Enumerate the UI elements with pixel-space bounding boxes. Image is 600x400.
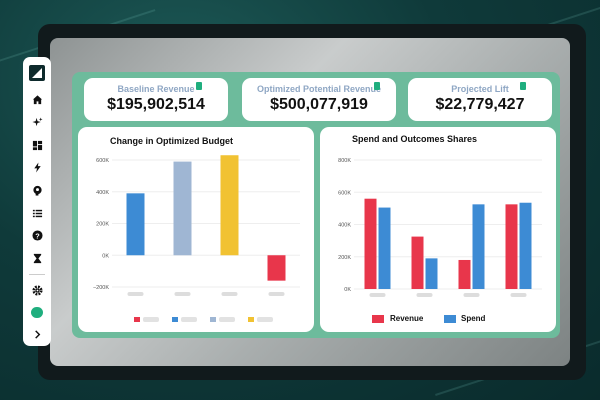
- legend-swatch: [248, 317, 254, 322]
- bar-revenue: [505, 204, 518, 289]
- legend-swatch: [210, 317, 216, 322]
- x-tick-placeholder: [416, 293, 433, 297]
- kpi-label: Optimized Potential Revenue: [256, 84, 382, 94]
- settings-icon[interactable]: [30, 283, 44, 297]
- bar-spend: [472, 204, 485, 289]
- chart-card-budget-change: Change in Optimized Budget 600K 400K 200K 0…: [78, 127, 314, 332]
- bar: [126, 193, 145, 256]
- y-tick-label: 800K: [338, 158, 351, 164]
- budget-change-chart: 600K 400K 200K 0K −200K: [93, 155, 300, 322]
- sidebar-divider: [29, 274, 45, 275]
- y-tick-label: 400K: [338, 223, 351, 229]
- y-tick-label: 200K: [338, 255, 351, 261]
- bar-spend: [425, 258, 438, 289]
- kpi-value: $22,779,427: [435, 96, 525, 113]
- x-tick-placeholder: [127, 292, 144, 296]
- x-tick-placeholder: [268, 292, 285, 296]
- copy-icon[interactable]: [374, 82, 380, 90]
- sparkle-icon[interactable]: [30, 116, 44, 130]
- kpi-card-projected-lift: Projected Lift $22,779,427: [408, 78, 552, 121]
- legend-swatch-spend: [444, 315, 456, 323]
- svg-text:?: ?: [35, 232, 40, 241]
- kpi-card-optimized-revenue: Optimized Potential Revenue $500,077,919: [242, 78, 396, 121]
- user-avatar-icon[interactable]: [31, 306, 43, 319]
- app-logo-icon[interactable]: [29, 65, 45, 81]
- lightning-icon[interactable]: [30, 161, 44, 175]
- legend-label-placeholder: [181, 317, 197, 322]
- kpi-value: $195,902,514: [107, 96, 205, 113]
- legend-label-placeholder: [257, 317, 273, 322]
- x-tick-placeholder: [369, 293, 386, 297]
- bar: [220, 155, 239, 256]
- legend-label-revenue: Revenue: [390, 314, 424, 323]
- legend-swatch-revenue: [372, 315, 384, 323]
- x-tick-placeholder: [221, 292, 238, 296]
- y-tick-label: 400K: [96, 190, 109, 196]
- bar-spend: [519, 202, 532, 289]
- chevron-right-icon[interactable]: [30, 328, 44, 342]
- kpi-card-baseline-revenue: Baseline Revenue $195,902,514: [84, 78, 228, 121]
- brain-icon[interactable]: [30, 184, 44, 198]
- sidebar: ?: [23, 57, 51, 346]
- chart-card-spend-outcomes: Spend and Outcomes Shares 800K 600K 400K 20…: [320, 127, 556, 332]
- copy-icon[interactable]: [520, 82, 526, 90]
- kpi-value: $500,077,919: [270, 96, 368, 113]
- legend-label-spend: Spend: [461, 314, 486, 323]
- kpi-label: Projected Lift: [451, 84, 509, 94]
- chart-title: Spend and Outcomes Shares: [352, 134, 478, 144]
- chart-title: Change in Optimized Budget: [110, 136, 233, 146]
- x-tick-placeholder: [510, 293, 527, 297]
- legend-swatch: [134, 317, 140, 322]
- kpi-label: Baseline Revenue: [117, 84, 195, 94]
- bar: [173, 161, 192, 256]
- dashboard-icon[interactable]: [30, 138, 44, 152]
- legend-label-placeholder: [219, 317, 235, 322]
- y-tick-label: 600K: [96, 158, 109, 164]
- hourglass-icon[interactable]: [30, 252, 44, 266]
- y-tick-label: 0K: [344, 287, 351, 293]
- legend-swatch: [172, 317, 178, 322]
- bar-spend: [378, 207, 391, 289]
- help-icon[interactable]: ?: [30, 229, 44, 243]
- bar: [267, 255, 286, 281]
- y-tick-label: 0K: [102, 253, 109, 259]
- spend-outcomes-chart: 800K 600K 400K 200K 0K: [338, 158, 542, 297]
- legend-label-placeholder: [143, 317, 159, 322]
- list-icon[interactable]: [30, 206, 44, 220]
- y-tick-label: −200K: [93, 285, 109, 291]
- bar-revenue: [364, 198, 377, 289]
- x-tick-placeholder: [174, 292, 191, 296]
- y-tick-label: 200K: [96, 222, 109, 228]
- x-tick-placeholder: [463, 293, 480, 297]
- home-icon[interactable]: [30, 93, 44, 107]
- y-tick-label: 600K: [338, 190, 351, 196]
- copy-icon[interactable]: [196, 82, 202, 90]
- bar-revenue: [458, 259, 471, 289]
- bar-revenue: [411, 236, 424, 289]
